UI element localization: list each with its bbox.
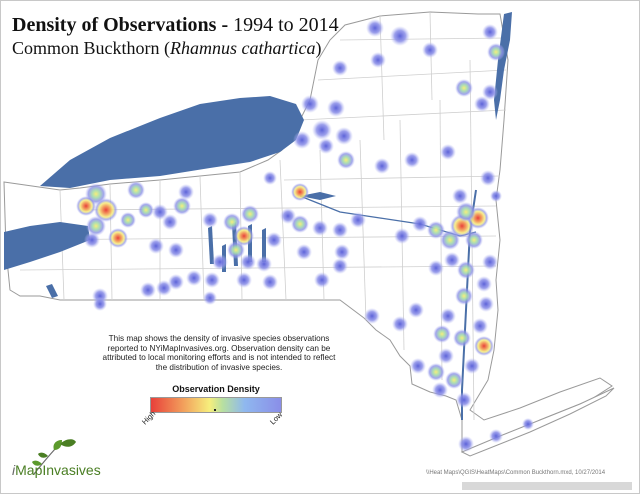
legend-gradient-bar <box>150 397 282 413</box>
oneida-lake <box>300 192 336 200</box>
map-title-bold: Density of Observations - <box>12 14 229 36</box>
chautauqua-lake <box>46 284 58 298</box>
logo-i: i <box>12 462 16 478</box>
leaf-sprig-icon <box>32 439 76 475</box>
subtitle-close: ) <box>315 38 322 58</box>
logo-invasives: Invasives <box>42 462 101 478</box>
lake-champlain <box>494 12 512 120</box>
frame-shadow <box>462 482 632 490</box>
map-title: Density of Observations - 1994 to 2014 <box>12 14 339 36</box>
density-hotspots <box>76 19 534 452</box>
logo-map: Map <box>15 462 43 478</box>
imapinvasives-logo: iMapInvasives <box>12 462 101 478</box>
map-title-years: 1994 to 2014 <box>228 14 339 36</box>
lake-erie <box>4 222 90 270</box>
legend-marker <box>214 409 216 411</box>
species-scientific-name: Rhamnus cathartica <box>170 38 316 58</box>
map-subtitle: Common Buckthorn (Rhamnus cathartica) <box>12 38 322 58</box>
legend-title: Observation Density <box>172 384 260 394</box>
species-common-name: Common Buckthorn ( <box>12 38 170 58</box>
lake-ontario <box>40 96 304 188</box>
source-file-path: \\Heat Maps\QGIS\HeatMaps\Common Bucktho… <box>426 470 606 476</box>
map-note: This map shows the density of invasive s… <box>102 334 336 372</box>
